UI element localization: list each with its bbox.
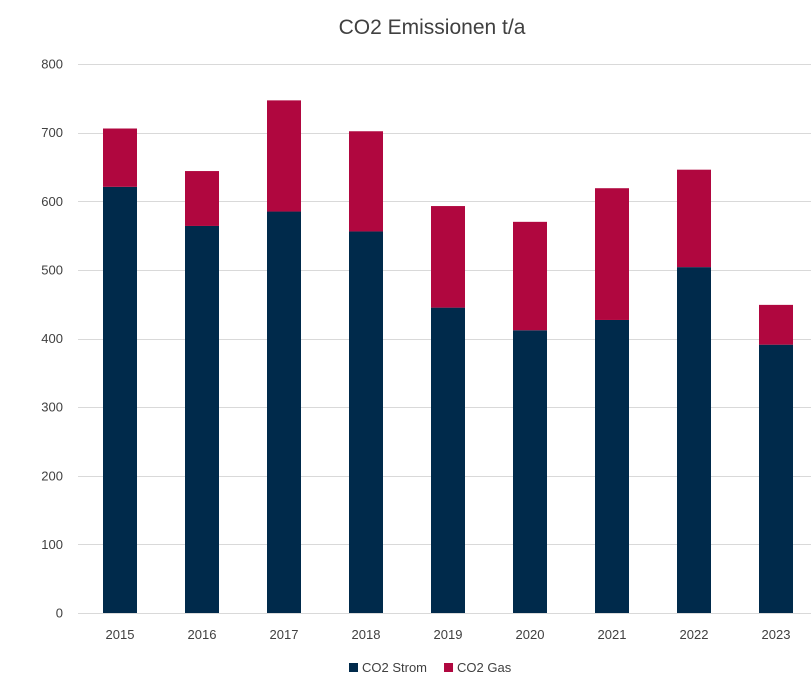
y-tick-label-0: 0 (56, 606, 63, 621)
bar-2021-co2-strom (595, 319, 629, 613)
legend-swatch-co2-strom (349, 663, 358, 672)
x-tick-label-2020: 2020 (516, 627, 545, 642)
bar-2019-co2-gas (431, 206, 465, 308)
bar-2017-co2-strom (267, 211, 301, 613)
y-tick-label-200: 200 (41, 468, 63, 483)
x-tick-label-2019: 2019 (434, 627, 463, 642)
y-tick-label-600: 600 (41, 194, 63, 209)
bar-stacks (103, 100, 793, 613)
x-tick-label-2015: 2015 (106, 627, 135, 642)
y-tick-label-100: 100 (41, 537, 63, 552)
axes: 0 100 200 300 400 500 600 700 800 2015 2016 2017 201… (41, 57, 790, 643)
x-tick-label-2021: 2021 (598, 627, 627, 642)
bar-2020-co2-strom (513, 330, 547, 613)
bar-2017-co2-gas (267, 100, 301, 212)
bar-2021-co2-gas (595, 188, 629, 320)
x-tick-label-2018: 2018 (352, 627, 381, 642)
x-tick-label-2017: 2017 (270, 627, 299, 642)
legend-label-co2-gas: CO2 Gas (457, 660, 512, 675)
bar-2020-co2-gas (513, 221, 547, 331)
bar-2023-co2-gas (759, 304, 793, 345)
x-tick-label-2022: 2022 (680, 627, 709, 642)
bar-2018-co2-gas (349, 131, 383, 232)
legend-label-co2-strom: CO2 Strom (362, 660, 427, 675)
bar-2022-co2-gas (677, 169, 711, 268)
legend: CO2 Strom CO2 Gas (349, 660, 512, 675)
bar-2015-co2-gas (103, 128, 137, 187)
y-tick-label-500: 500 (41, 262, 63, 277)
y-tick-label-800: 800 (41, 57, 63, 72)
x-tick-label-2023: 2023 (762, 627, 791, 642)
bar-2016-co2-gas (185, 171, 219, 226)
bar-2016-co2-strom (185, 225, 219, 613)
bar-2019-co2-strom (431, 307, 465, 613)
bar-2023-co2-strom (759, 344, 793, 613)
x-tick-label-2016: 2016 (188, 627, 217, 642)
legend-swatch-co2-gas (444, 663, 454, 672)
bar-2022-co2-strom (677, 267, 711, 613)
chart-title: CO2 Emissionen t/a (339, 16, 526, 39)
y-tick-label-700: 700 (41, 125, 63, 140)
y-tick-label-400: 400 (41, 331, 63, 346)
bar-2018-co2-strom (349, 231, 383, 613)
y-tick-label-300: 300 (41, 400, 63, 415)
bar-2015-co2-strom (103, 186, 137, 613)
